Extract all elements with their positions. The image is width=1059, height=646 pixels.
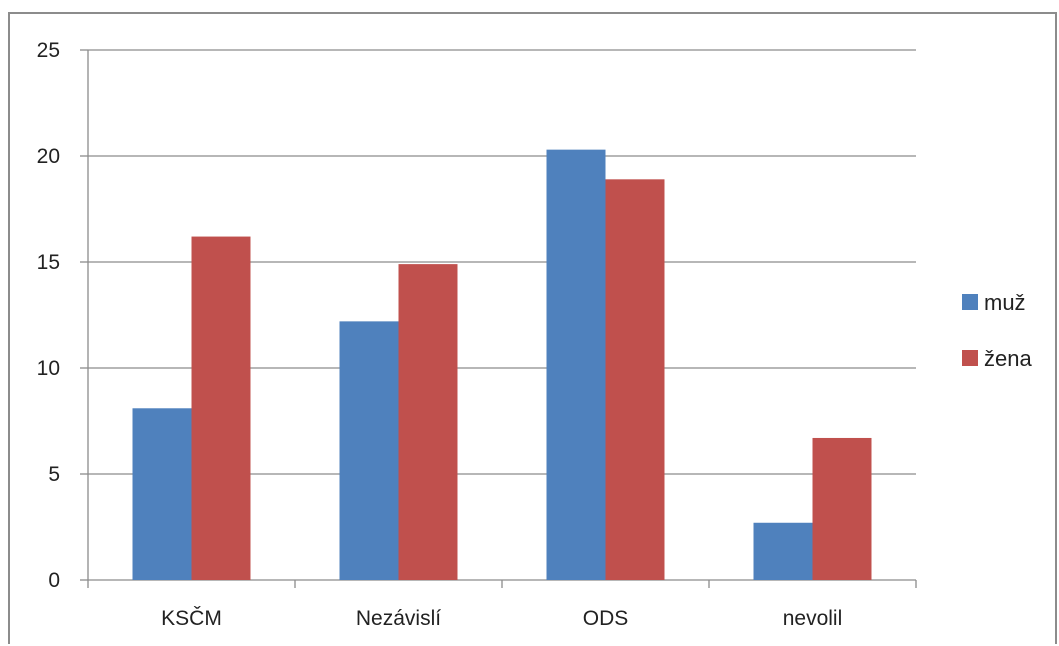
bar-muz-1 (339, 321, 399, 580)
bar-zena-0 (191, 236, 251, 580)
bar-zena-3 (812, 437, 872, 580)
bar-muz-2 (546, 149, 606, 580)
bar-muz-3 (753, 522, 813, 580)
y-tick-label: 20 (37, 145, 60, 168)
axis-labels: 0 5 10 15 20 25 KSČM Nezávislí ODS nevolil (37, 39, 843, 630)
bar-zena-1 (398, 264, 458, 580)
y-tick-label: 25 (37, 39, 60, 62)
y-tick-label: 15 (37, 251, 60, 274)
y-tick-label: 5 (48, 463, 60, 486)
x-category-label: Nezávislí (356, 607, 441, 630)
x-category-label: ODS (583, 607, 629, 630)
y-tick-label: 10 (37, 357, 60, 380)
legend-label: muž (984, 290, 1026, 315)
bars (132, 149, 872, 580)
legend-swatch (962, 350, 978, 366)
legend: muž žena (962, 290, 1032, 371)
x-category-label: nevolil (783, 607, 843, 630)
bar-zena-2 (605, 179, 665, 580)
y-tick-label: 0 (48, 569, 60, 592)
x-category-label: KSČM (161, 607, 222, 630)
legend-swatch (962, 294, 978, 310)
legend-label: žena (984, 346, 1032, 371)
bar-muz-0 (132, 408, 192, 580)
